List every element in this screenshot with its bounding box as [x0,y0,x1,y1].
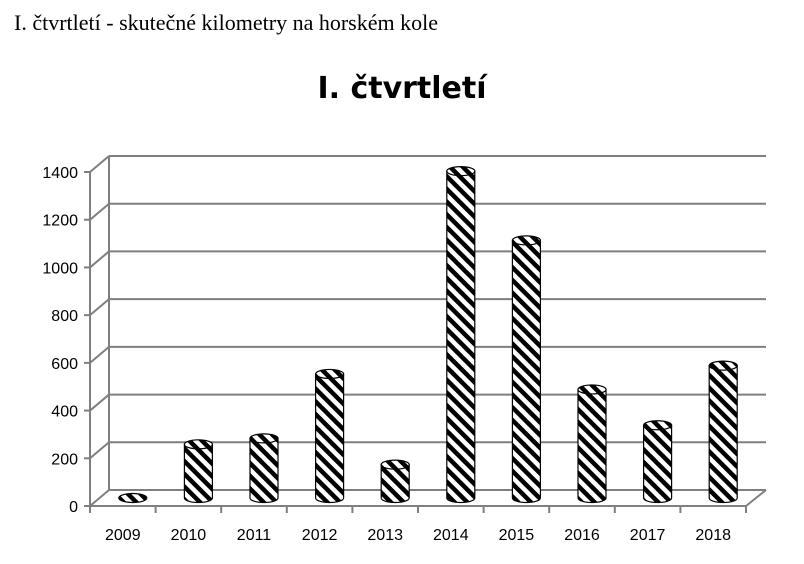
gridline-diagonal [89,441,110,460]
y-tick-label: 800 [51,308,78,325]
bar-2017 [642,420,673,504]
bar-body [446,170,476,504]
gridline-diagonal [89,250,110,269]
gridline-diagonal [89,298,110,316]
bar-top [249,433,279,444]
bar-body [380,464,410,504]
bar-body [315,373,345,504]
bar-2014 [446,166,476,504]
bar-top [446,166,476,177]
bar-2018 [708,360,738,504]
bar-top [708,360,738,371]
y-tick-label: 400 [51,404,78,421]
bar-2015 [511,235,542,504]
axis-layer [84,156,767,513]
bar-body [511,239,541,504]
y-tick-label: 200 [51,451,78,468]
x-tick-label: 2017 [630,527,666,544]
x-tick-label: 2018 [695,527,731,544]
y-tick-label: 1200 [42,213,78,230]
x-tick-label: 2010 [171,527,207,544]
bar-body [577,388,607,504]
x-tick-label: 2013 [367,527,403,544]
x-tick-label: 2009 [105,527,141,544]
y-tick-label: 1000 [42,260,78,277]
x-tick-label: 2014 [433,527,469,544]
bar-top [511,235,542,246]
bar-top [183,439,213,450]
x-tick-label: 2012 [302,527,338,544]
bar-top [577,384,607,395]
x-tick-label: 2011 [237,527,272,544]
bar-2009 [118,492,148,504]
chart-title: I. čtvrtletí [317,71,488,106]
gridline-diagonal [89,489,110,507]
gridline-diagonal [89,155,110,173]
bar-body [708,364,738,504]
bar-top [380,459,410,470]
floor-right-edge [745,489,767,507]
bar-body [183,443,213,504]
y-tick-label: 0 [69,499,78,516]
bar-layer [118,166,738,504]
x-tick-label: 2016 [564,527,600,544]
y-tick-label: 600 [51,356,78,373]
bar-2016 [577,384,607,504]
gridline-diagonal [89,346,110,364]
gridline-diagonal [89,393,110,412]
bar-2012 [315,368,345,504]
grid-layer [89,155,766,507]
bar-2011 [249,433,279,504]
bar-body [249,437,279,504]
bar-top [315,368,345,380]
bar-top [642,420,673,431]
bar-body [643,424,673,504]
bar-2010 [183,439,213,504]
page-heading: I. čtvrtletí - skutečné kilometry na hor… [14,10,438,35]
bar-top [118,492,148,504]
label-layer: 0 200 400 600 800 1000 1200 1400 2009 2010 2011 201… [42,165,731,544]
x-tick-label: 2015 [499,527,535,544]
bar-2013 [380,459,410,504]
gridline-diagonal [89,202,110,221]
y-tick-label: 1400 [42,165,78,182]
